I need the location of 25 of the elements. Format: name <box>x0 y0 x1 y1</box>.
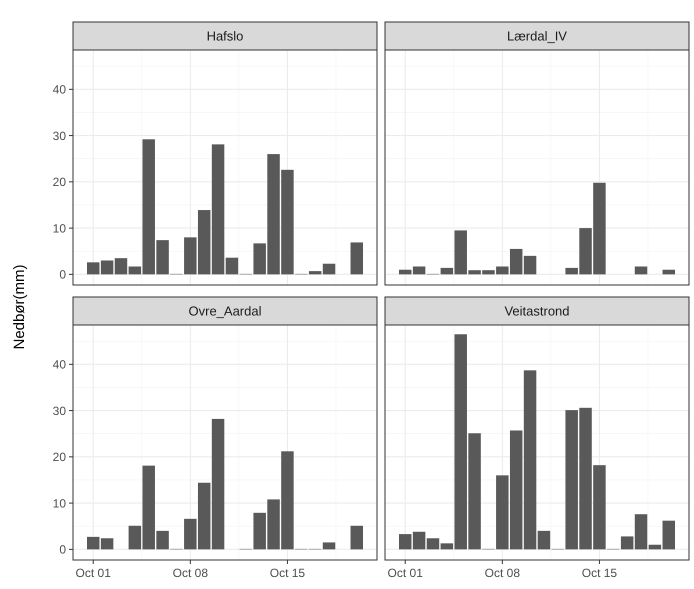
bar <box>350 242 364 274</box>
bar <box>634 266 648 274</box>
chart-title: Lærdal_IV <box>507 28 568 44</box>
x-tick-label: Oct 15 <box>582 566 618 580</box>
y-tick-label: 30 <box>52 128 66 143</box>
y-tick-label: 20 <box>52 450 66 464</box>
y-tick-label: 10 <box>52 496 66 510</box>
y-tick-label: 20 <box>52 175 66 190</box>
x-tick-label: Oct 15 <box>270 566 306 580</box>
bar <box>662 270 676 274</box>
y-tick-label: 30 <box>52 404 66 418</box>
y-axis-title: Nedbør(mm) <box>11 264 28 350</box>
bar <box>350 526 364 550</box>
y-tick-label: 0 <box>59 542 66 557</box>
x-tick-label: Oct 01 <box>388 566 424 580</box>
chart-title: Hafslo <box>206 28 244 44</box>
x-tick-label: Oct 08 <box>484 566 520 580</box>
y-tick-label: 10 <box>52 221 66 236</box>
y-tick-label: 40 <box>52 358 66 372</box>
x-tick-label: Oct 01 <box>76 566 112 580</box>
x-tick-label: Oct 08 <box>172 566 208 580</box>
chart-title: Ovre_Aardal <box>188 304 262 319</box>
y-tick-label: 0 <box>59 268 66 282</box>
chart-title: Veitastrond <box>504 304 570 319</box>
y-tick-label: 40 <box>52 82 66 97</box>
